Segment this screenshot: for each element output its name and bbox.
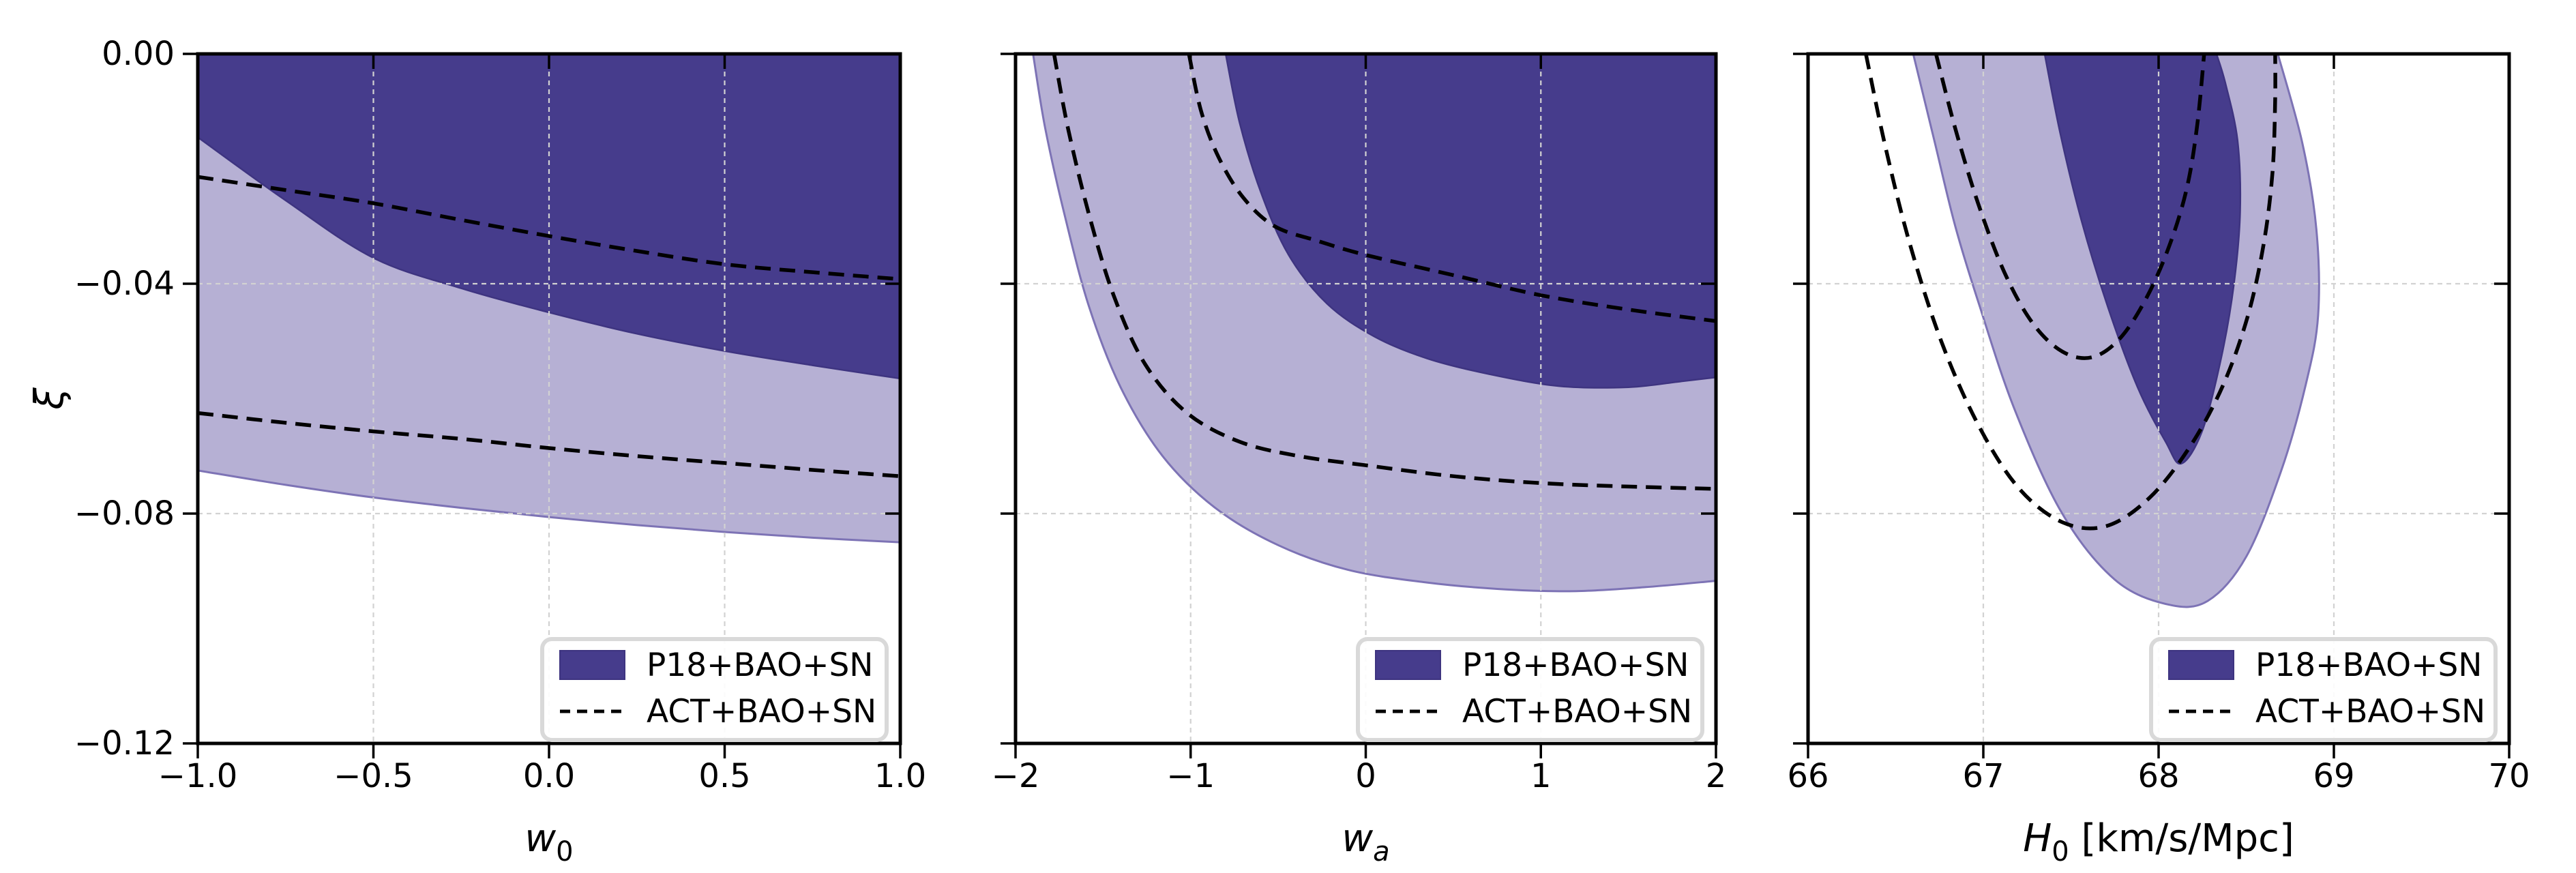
x-tick-label: −2 bbox=[992, 757, 1040, 795]
legend-label: ACT+BAO+SN bbox=[1462, 693, 1692, 730]
x-tick-label: 66 bbox=[1787, 757, 1829, 795]
y-axis-label: ξ bbox=[26, 387, 72, 411]
act-contour bbox=[198, 411, 900, 478]
x-axis-label: H0 [km/s/Mpc] bbox=[2023, 816, 2294, 868]
plot-area-H0 bbox=[1808, 54, 2509, 743]
y-tick-label: −0.04 bbox=[74, 265, 175, 303]
legend-label: ACT+BAO+SN bbox=[647, 693, 876, 730]
legend-box bbox=[1356, 637, 1704, 742]
panel-wa: −2 −1 0 1 2 wa P18+BAO+SN ACT+BAO+SN bbox=[992, 52, 1727, 868]
panel-w0: −1.0 −0.5 0.0 0.5 1.0 0.00 −0.04 −0.08 −0.12 w0 P1… bbox=[74, 35, 926, 868]
legend: P18+BAO+SN ACT+BAO+SN bbox=[540, 637, 889, 742]
y-tick-label: −0.08 bbox=[74, 494, 175, 533]
y-tick-label: 0.00 bbox=[102, 35, 175, 73]
panel-H0: 66 67 68 69 70 H0 [km/s/Mpc] P18+BAO+SN ACT+BAO… bbox=[1787, 52, 2530, 868]
legend-box bbox=[540, 637, 889, 742]
x-tick-label: 1 bbox=[1530, 757, 1552, 795]
act-contour bbox=[1052, 54, 1716, 491]
legend-label: P18+BAO+SN bbox=[2255, 647, 2482, 684]
legend-swatch-p18 bbox=[1375, 650, 1441, 680]
x-axis-label: w0 bbox=[524, 816, 573, 868]
legend-label: P18+BAO+SN bbox=[1462, 647, 1689, 684]
x-tick-label: −0.5 bbox=[334, 757, 413, 795]
act-contour bbox=[198, 175, 900, 282]
x-tick-label: 68 bbox=[2137, 757, 2179, 795]
act-contour bbox=[1864, 54, 2277, 531]
x-tick-label: 1.0 bbox=[874, 757, 926, 795]
x-tick-label: 0.5 bbox=[698, 757, 750, 795]
x-tick-label: −1.0 bbox=[158, 757, 238, 795]
x-tick-label: −1 bbox=[1166, 757, 1215, 795]
legend-label: ACT+BAO+SN bbox=[2255, 693, 2485, 730]
plot-area-wa bbox=[1016, 54, 1716, 743]
x-axis-label: wa bbox=[1342, 816, 1389, 868]
legend-box bbox=[2149, 637, 2498, 742]
act-contour bbox=[1187, 54, 1716, 323]
legend: P18+BAO+SN ACT+BAO+SN bbox=[2149, 637, 2498, 742]
x-tick-label: 69 bbox=[2313, 757, 2354, 795]
legend: P18+BAO+SN ACT+BAO+SN bbox=[1356, 637, 1704, 742]
x-tick-label: 2 bbox=[1706, 757, 1727, 795]
plot-area-w0 bbox=[198, 54, 900, 743]
legend-swatch-p18 bbox=[559, 650, 625, 680]
x-tick-label: 0 bbox=[1355, 757, 1376, 795]
x-tick-label: 70 bbox=[2488, 757, 2530, 795]
x-tick-label: 67 bbox=[1962, 757, 2004, 795]
x-tick-label: 0.0 bbox=[523, 757, 575, 795]
legend-swatch-p18 bbox=[2168, 650, 2234, 680]
legend-label: P18+BAO+SN bbox=[647, 647, 873, 684]
y-tick-label: −0.12 bbox=[74, 724, 175, 763]
